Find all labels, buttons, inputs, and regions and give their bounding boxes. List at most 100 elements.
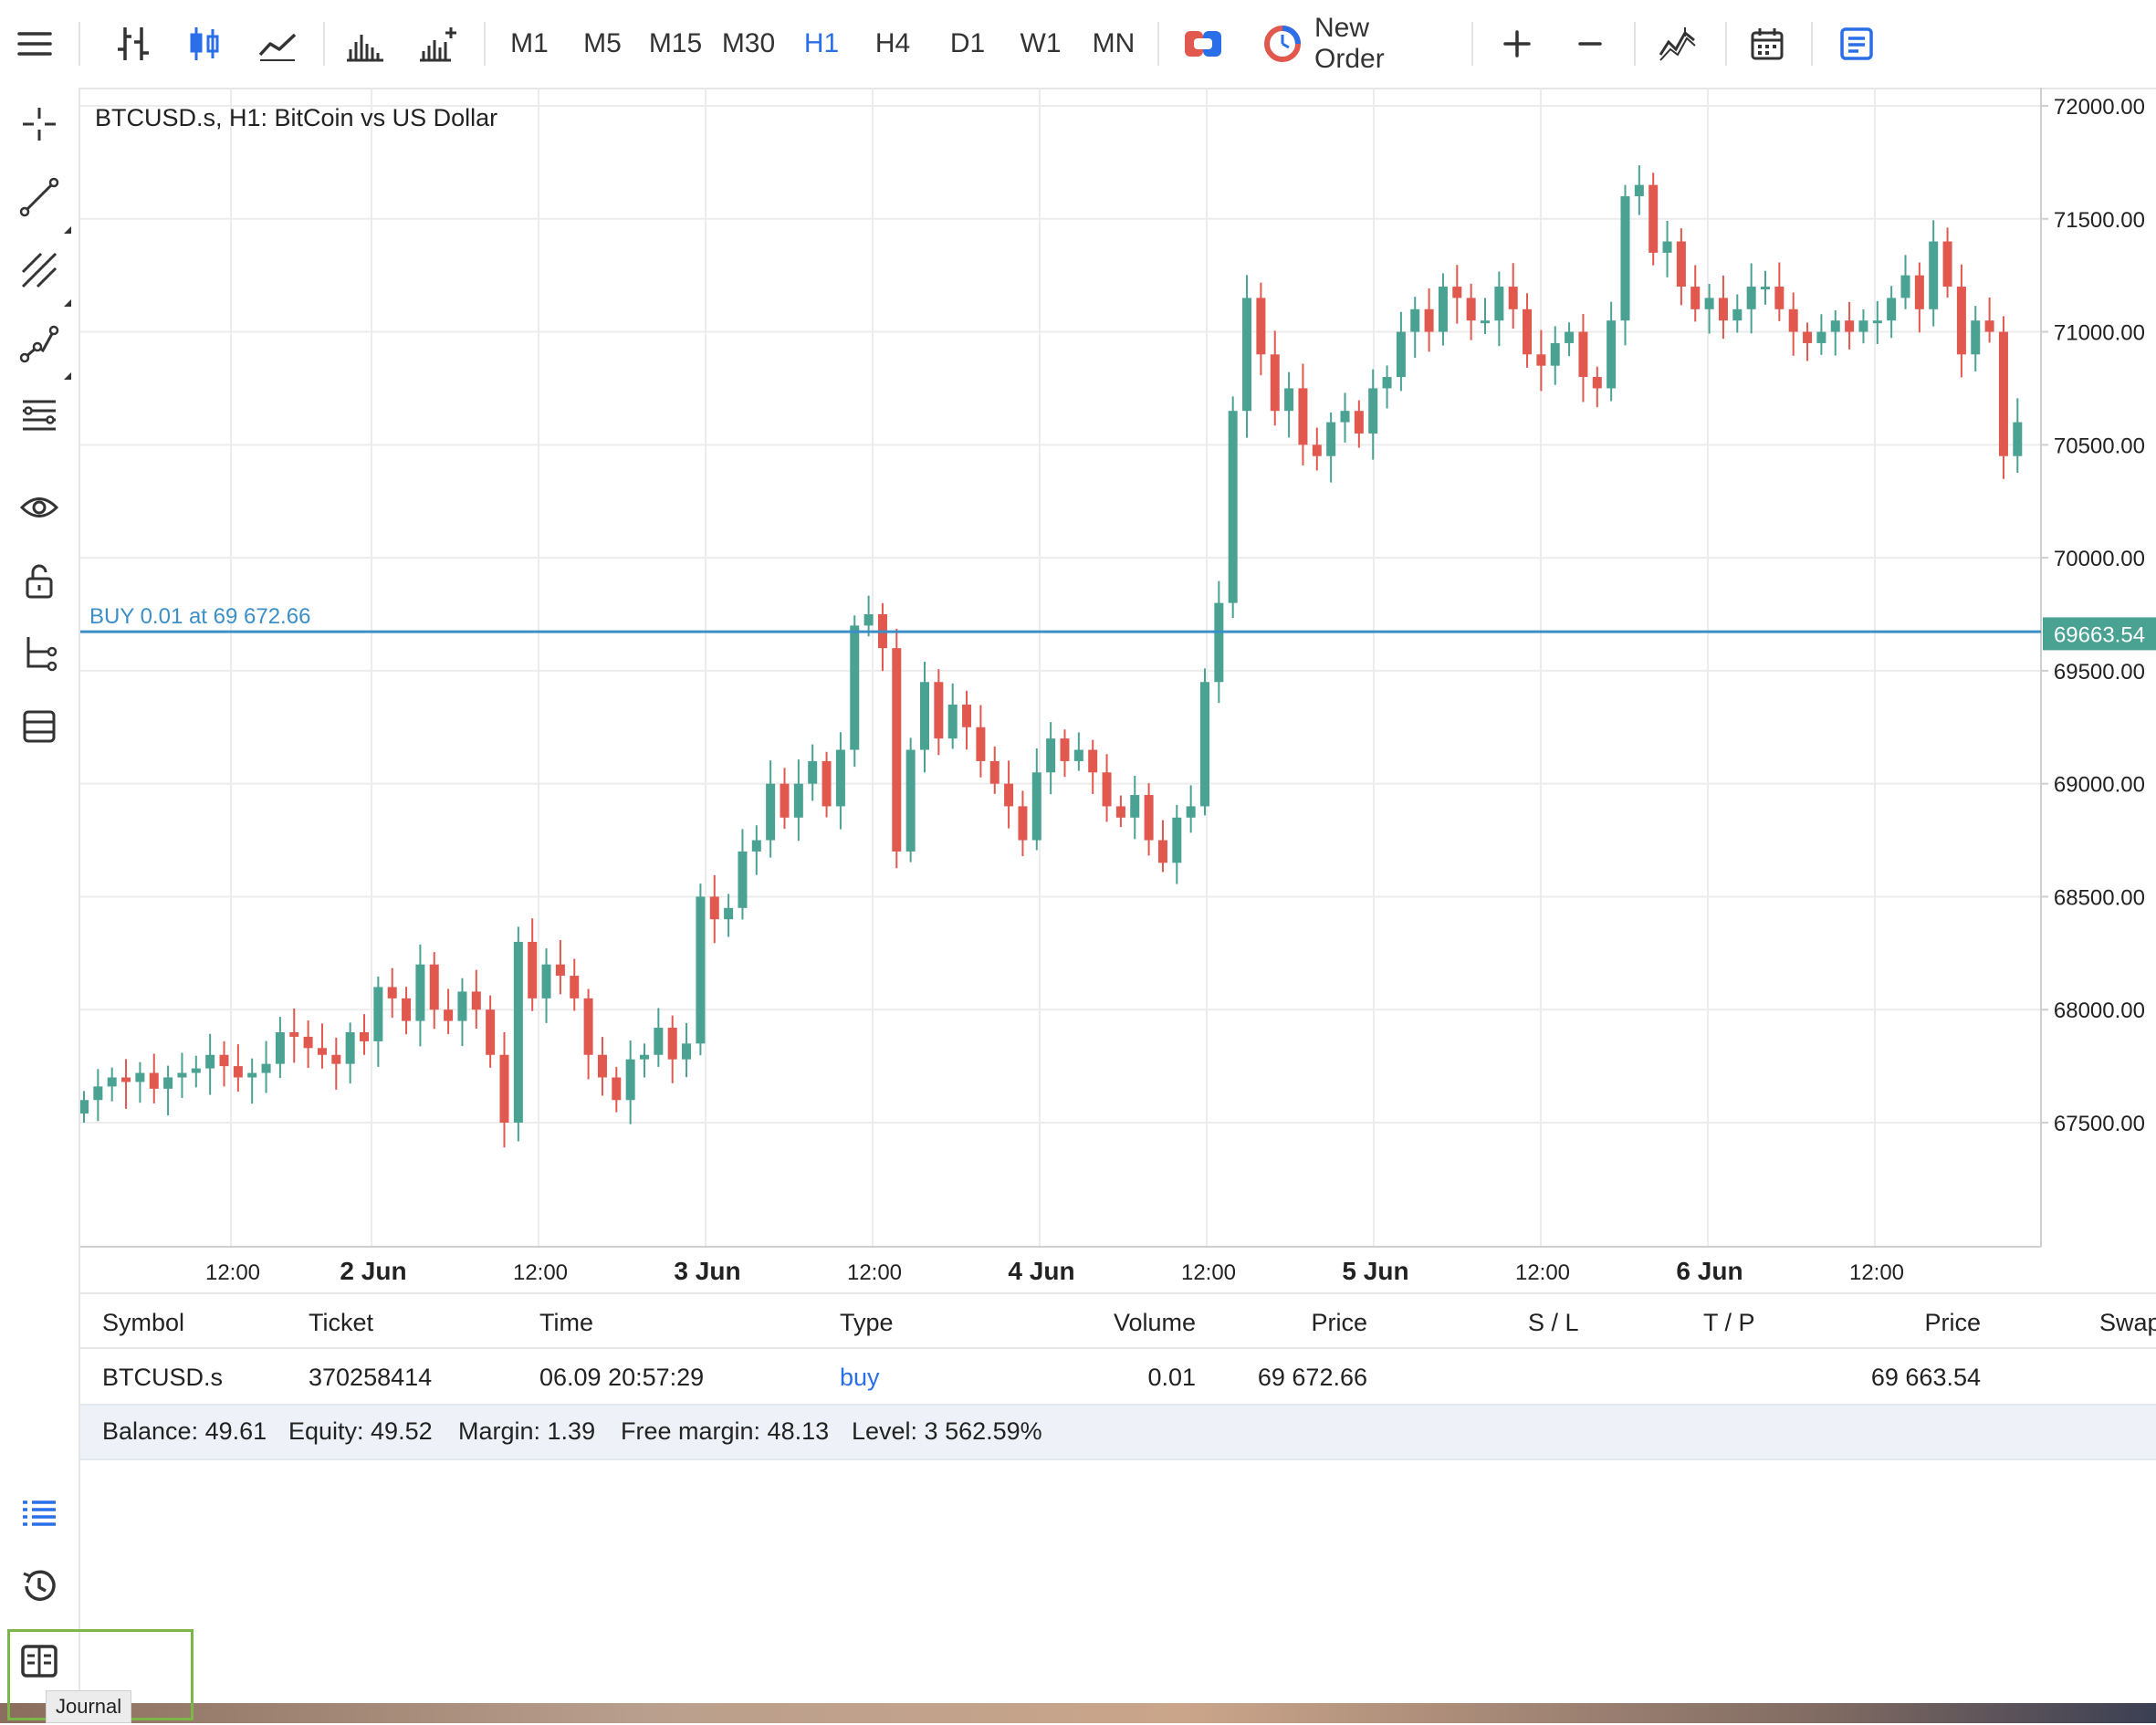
line-chart-icon[interactable] [252, 0, 303, 88]
lock-icon[interactable] [7, 551, 71, 610]
trade-panel-icon[interactable] [1831, 0, 1882, 88]
zoom-in-icon[interactable] [1491, 0, 1543, 88]
candle [499, 1031, 509, 1148]
crosshair-icon[interactable] [7, 95, 71, 153]
candle [1774, 262, 1784, 321]
price-axis-label: 71500.00 [2054, 208, 2145, 233]
candle [1410, 297, 1420, 359]
candle [177, 1052, 187, 1099]
new-order-icon[interactable] [1261, 0, 1303, 88]
candle [1662, 221, 1672, 277]
timeframe-m15[interactable]: M15 [648, 28, 703, 58]
candle [1073, 732, 1083, 771]
candle [528, 918, 538, 1011]
candle [541, 948, 551, 1023]
candle [1354, 400, 1364, 448]
column-header-ticket[interactable]: Ticket [309, 1309, 374, 1336]
indicators-wave-icon[interactable] [1652, 0, 1703, 88]
trendline-icon[interactable] [7, 168, 71, 226]
trade-list-icon[interactable] [7, 1484, 71, 1542]
candle [317, 1023, 327, 1069]
candle [947, 683, 958, 749]
timeframe-m1[interactable]: M1 [510, 28, 549, 58]
candle [667, 1015, 677, 1083]
price-axis-label: 71000.00 [2054, 321, 2145, 346]
column-header-price[interactable]: Price [1311, 1309, 1367, 1336]
timeframe-m5[interactable]: M5 [583, 28, 622, 58]
candle [513, 926, 523, 1142]
candle [1578, 313, 1588, 402]
column-header-volume[interactable]: Volume [1113, 1309, 1196, 1336]
column-header-current-price[interactable]: Price [1924, 1309, 1981, 1336]
column-header-symbol[interactable]: Symbol [102, 1309, 185, 1336]
candle [1984, 297, 1994, 343]
price-chart[interactable]: 72000.00 71500.00 71000.00 70500.00 70000.00… [79, 88, 2156, 1292]
column-header-time[interactable]: Time [539, 1309, 593, 1336]
candle [1887, 286, 1897, 339]
timeframe-h1[interactable]: H1 [803, 28, 840, 58]
history-icon[interactable] [7, 1557, 71, 1615]
column-header-swap[interactable]: Swap [2099, 1309, 2156, 1336]
objects-tree-icon[interactable] [7, 624, 71, 683]
candle [1761, 270, 1770, 305]
journal-icon[interactable] [7, 1632, 71, 1690]
candle [191, 1055, 201, 1088]
order-line-label[interactable]: BUY 0.01 at 69 672.66 [89, 604, 311, 629]
fibonacci-icon[interactable] [7, 387, 71, 445]
calendar-icon[interactable] [1742, 0, 1793, 88]
candle [402, 987, 412, 1035]
table-row[interactable]: BTCUSD.s 370258414 06.09 20:57:29 buy 0.… [80, 1349, 2156, 1404]
column-header-tp[interactable]: T / P [1703, 1309, 1755, 1336]
timeframe-d1[interactable]: D1 [949, 28, 986, 58]
timeframe-h4[interactable]: H4 [874, 28, 911, 58]
candle [1607, 301, 1617, 402]
layers-icon[interactable] [7, 697, 71, 756]
menu-icon[interactable] [9, 0, 60, 88]
bar-chart-icon[interactable] [108, 0, 159, 88]
candle [1845, 301, 1855, 350]
row-ticket: 370258414 [309, 1364, 433, 1391]
candle [1046, 722, 1056, 795]
candle [612, 1067, 622, 1113]
candle [1157, 820, 1167, 873]
candle [850, 615, 860, 768]
candle [738, 829, 748, 920]
candle [1256, 282, 1266, 376]
candle [1172, 804, 1182, 884]
time-axis-label: 12:00 [205, 1260, 260, 1285]
one-click-trading-icon[interactable] [1177, 0, 1229, 88]
polyline-icon[interactable] [7, 314, 71, 372]
indicators-icon[interactable] [340, 0, 391, 88]
new-order-button[interactable]: New Order [1314, 13, 1385, 74]
candle [1998, 316, 2008, 479]
price-axis-label: 67500.00 [2054, 1112, 2145, 1136]
candle [93, 1069, 103, 1122]
candle [625, 1040, 635, 1124]
candle [570, 958, 580, 1011]
candle [1732, 294, 1743, 333]
journal-tooltip: Journal [46, 1690, 132, 1723]
time-axis-label: 12:00 [1181, 1260, 1236, 1285]
candle [976, 705, 986, 778]
candle [373, 976, 383, 1067]
timeframe-w1[interactable]: W1 [1020, 28, 1062, 58]
column-header-type[interactable]: Type [840, 1309, 894, 1336]
candle [1466, 283, 1476, 340]
indicators-add-icon[interactable] [413, 0, 464, 88]
column-header-sl[interactable]: S / L [1528, 1309, 1579, 1336]
candlestick-chart-canvas[interactable]: 72000.00 71500.00 71000.00 70500.00 70000.00… [79, 88, 2156, 1292]
candle [135, 1061, 145, 1103]
eye-icon[interactable] [7, 478, 71, 537]
channel-icon[interactable] [7, 241, 71, 299]
candle [724, 894, 734, 937]
candle [1130, 776, 1140, 840]
margin-level-value: Level: 3 562.59% [852, 1417, 1042, 1445]
timeframe-m30[interactable]: M30 [721, 28, 776, 58]
timeframe-mn[interactable]: MN [1092, 28, 1136, 58]
candle [766, 760, 776, 858]
candle [989, 746, 1000, 794]
candle [1382, 365, 1392, 409]
candlestick-icon[interactable] [179, 0, 230, 88]
candle [457, 978, 467, 1047]
zoom-out-icon[interactable] [1565, 0, 1616, 88]
